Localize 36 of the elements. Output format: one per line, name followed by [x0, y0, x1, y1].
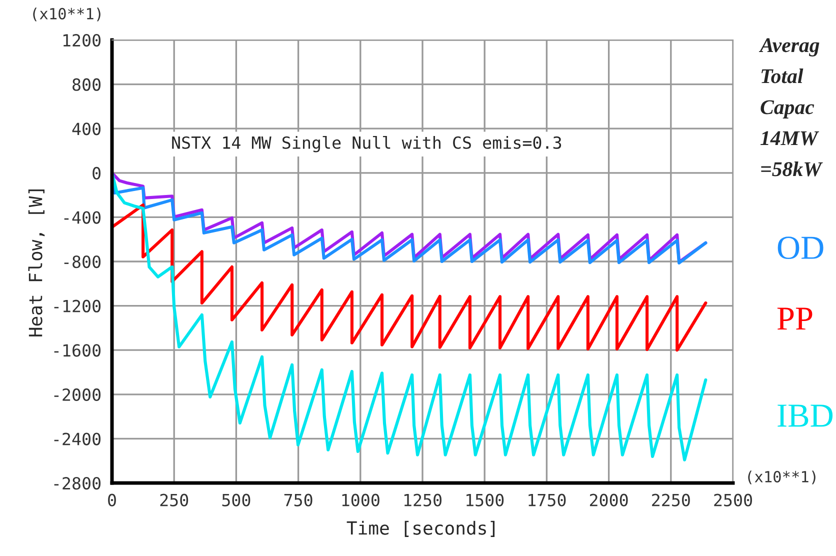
y-tick-label: -800 — [64, 256, 101, 268]
text: PP — [777, 308, 812, 330]
y-tick-label: 0 — [92, 166, 101, 180]
text: IBD — [778, 404, 833, 427]
text: (x10**1) — [748, 470, 816, 484]
y-tick-label: -400 — [64, 211, 101, 224]
x-tick-label: 1000 — [342, 494, 380, 506]
y-tick-label: -2800 — [54, 477, 101, 490]
text: OD — [778, 236, 824, 260]
x-tick-label: 2000 — [590, 494, 628, 506]
x-tick-label: 2250 — [652, 494, 690, 506]
text: Averag — [758, 38, 820, 56]
x-tick-label: 500 — [222, 494, 250, 506]
x-tick-label: 1500 — [466, 494, 504, 506]
annotation: NSTX 14 MW Single Null with CS emis=0.3 — [172, 136, 562, 152]
text: Total — [762, 68, 804, 84]
y-tick-label: -2400 — [54, 432, 101, 446]
y-tick-label: 1200 — [63, 34, 101, 47]
text: Capac — [760, 100, 814, 118]
text: 14MW — [760, 131, 820, 146]
y-tick-label: 800 — [72, 78, 101, 91]
y-axis-title: Heat Flow, [W] — [28, 189, 45, 336]
x-tick-label: 250 — [160, 494, 188, 506]
y-tick-label: -1200 — [54, 300, 101, 312]
x-tick-label: 2500 — [714, 494, 752, 506]
y-tick-label: -1600 — [54, 344, 101, 357]
x-axis-title: Time [seconds] — [346, 520, 495, 537]
y-tick-label: 400 — [72, 122, 101, 136]
y-tick-label: -2000 — [54, 388, 101, 402]
line-series — [112, 171, 708, 462]
text: (x10**1) — [33, 8, 100, 22]
x-tick-label: 1250 — [404, 494, 442, 506]
text: =58kW — [761, 162, 823, 176]
x-tick-label: 0 — [108, 494, 116, 506]
x-tick-label: 750 — [284, 494, 312, 506]
x-tick-label: 1750 — [528, 494, 566, 506]
